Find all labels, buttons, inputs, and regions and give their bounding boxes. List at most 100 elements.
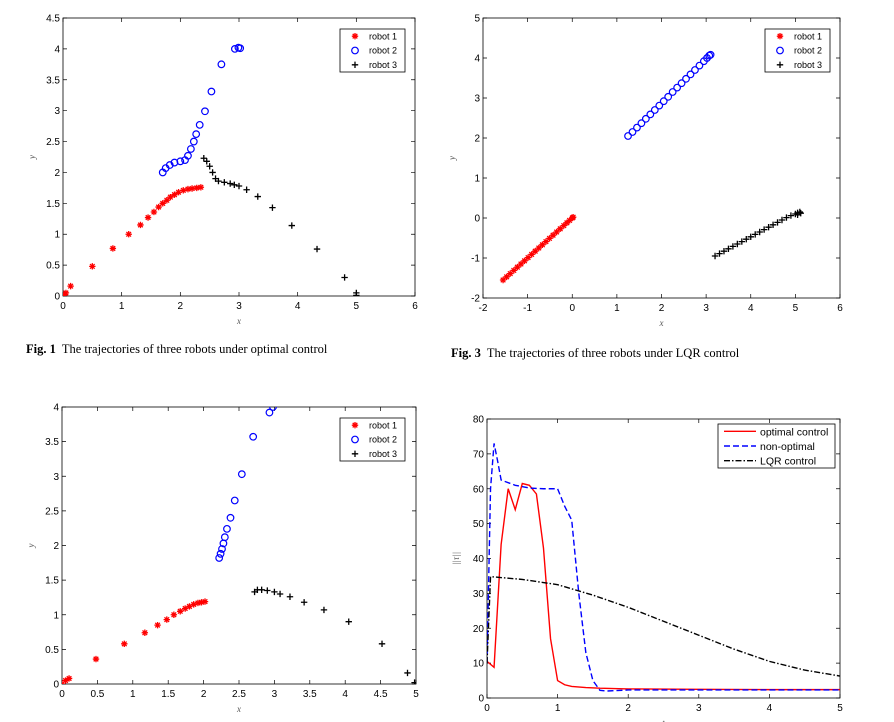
circle-marker <box>249 432 258 441</box>
asterisk-marker <box>524 254 532 261</box>
x-tick-label: 2 <box>178 301 184 312</box>
asterisk-marker <box>560 222 567 229</box>
asterisk-marker <box>194 599 202 607</box>
asterisk-marker <box>549 232 557 239</box>
asterisk-marker <box>159 200 166 207</box>
y-axis-label: ||τ|| <box>451 552 461 565</box>
plus-marker <box>269 204 276 211</box>
circle-marker <box>218 545 226 553</box>
plus-marker <box>221 179 228 186</box>
x-tick-label: 0 <box>59 689 65 700</box>
circle-marker <box>677 79 686 88</box>
x-tick-label: 6 <box>412 301 418 312</box>
plus-marker <box>353 292 360 296</box>
series-robot-2 <box>624 50 715 140</box>
plus-marker <box>243 186 250 193</box>
series-robot-2 <box>215 407 277 562</box>
asterisk-marker <box>542 238 550 245</box>
asterisk-marker <box>499 276 507 284</box>
circle-marker <box>664 92 673 101</box>
y-tick-label: 0 <box>53 680 59 691</box>
data-layer <box>499 50 804 284</box>
circle-marker <box>216 549 225 558</box>
x-tick-label: 5 <box>354 301 360 312</box>
plus-marker <box>206 163 213 170</box>
circle-marker <box>706 50 715 59</box>
circle-marker <box>351 435 359 444</box>
plus-marker <box>254 193 261 200</box>
asterisk-marker <box>569 214 577 221</box>
caption-label: Fig. 3 <box>451 346 481 360</box>
plus-marker <box>720 248 728 255</box>
circle-marker <box>207 87 216 96</box>
y-tick-label: 3.5 <box>46 75 60 86</box>
circle-marker <box>236 44 245 53</box>
circle-marker <box>351 46 359 55</box>
y-tick-label: 2 <box>53 541 59 552</box>
plus-marker <box>774 219 781 226</box>
plus-marker <box>341 274 348 281</box>
asterisk-marker <box>351 421 359 429</box>
x-tick-label: 4 <box>767 703 773 714</box>
data-layer <box>487 443 840 692</box>
circle-marker <box>217 60 226 69</box>
y-tick-label: 3 <box>474 94 480 105</box>
y-tick-label: 20 <box>473 624 485 635</box>
x-tick-label: 1 <box>130 689 136 700</box>
plus-marker <box>286 593 294 600</box>
chart-4: 01234501020304050607080t||τ||optimal con… <box>451 415 843 722</box>
x-tick-label: -2 <box>479 303 488 314</box>
circle-marker <box>220 533 229 542</box>
series-line <box>487 482 840 691</box>
y-tick-label: 50 <box>473 519 485 530</box>
x-tick-label: 0 <box>60 301 66 312</box>
asterisk-marker <box>170 611 178 618</box>
asterisk-marker <box>517 260 525 268</box>
y-tick-label: 4 <box>53 403 59 414</box>
x-tick-label: 1.5 <box>161 689 175 700</box>
legend: optimal control non-optimal LQR control <box>717 423 836 469</box>
x-axis-label: x <box>659 318 664 328</box>
series-robot-2 <box>158 43 245 177</box>
circle-marker <box>668 88 677 96</box>
y-tick-label: 1.5 <box>45 576 59 587</box>
legend: robot 1 robot 2 robot 3 <box>339 417 406 462</box>
legend-label: robot 3 <box>369 60 397 70</box>
legend-label: robot 1 <box>794 31 822 41</box>
y-axis-label: y <box>447 156 457 161</box>
plus-marker <box>716 250 723 257</box>
caption-text: The trajectories of three robots under o… <box>61 342 328 356</box>
x-tick-label: 4 <box>342 689 348 700</box>
plus-marker <box>776 61 784 69</box>
x-tick-label: 3.5 <box>303 689 317 700</box>
legend-label: LQR control <box>760 456 816 468</box>
plus-marker <box>760 226 768 233</box>
plus-marker <box>345 618 352 625</box>
asterisk-marker <box>507 270 514 277</box>
plus-marker <box>787 212 795 219</box>
plus-marker <box>769 221 777 228</box>
y-tick-label: 4.5 <box>46 14 60 25</box>
asterisk-marker <box>121 640 128 648</box>
legend-label: robot 3 <box>369 449 397 459</box>
y-tick-label: 1 <box>53 610 59 621</box>
circle-marker <box>176 157 185 166</box>
plus-marker <box>743 236 750 243</box>
x-tick-label: 4 <box>295 301 301 312</box>
y-tick-label: 2.5 <box>45 506 59 517</box>
asterisk-marker <box>503 273 510 280</box>
y-tick-label: 4 <box>54 44 60 55</box>
y-tick-label: 70 <box>473 449 485 460</box>
plus-marker <box>729 243 737 250</box>
circle-marker <box>223 524 231 533</box>
circle-marker <box>691 66 699 74</box>
y-tick-label: 60 <box>473 484 485 495</box>
y-tick-label: 2 <box>54 168 60 179</box>
circle-marker <box>230 496 239 505</box>
y-tick-label: 1 <box>54 230 60 241</box>
y-tick-label: 3.5 <box>45 437 59 448</box>
x-tick-label: 5 <box>837 703 843 714</box>
plus-marker <box>276 590 284 598</box>
asterisk-marker <box>67 282 74 290</box>
